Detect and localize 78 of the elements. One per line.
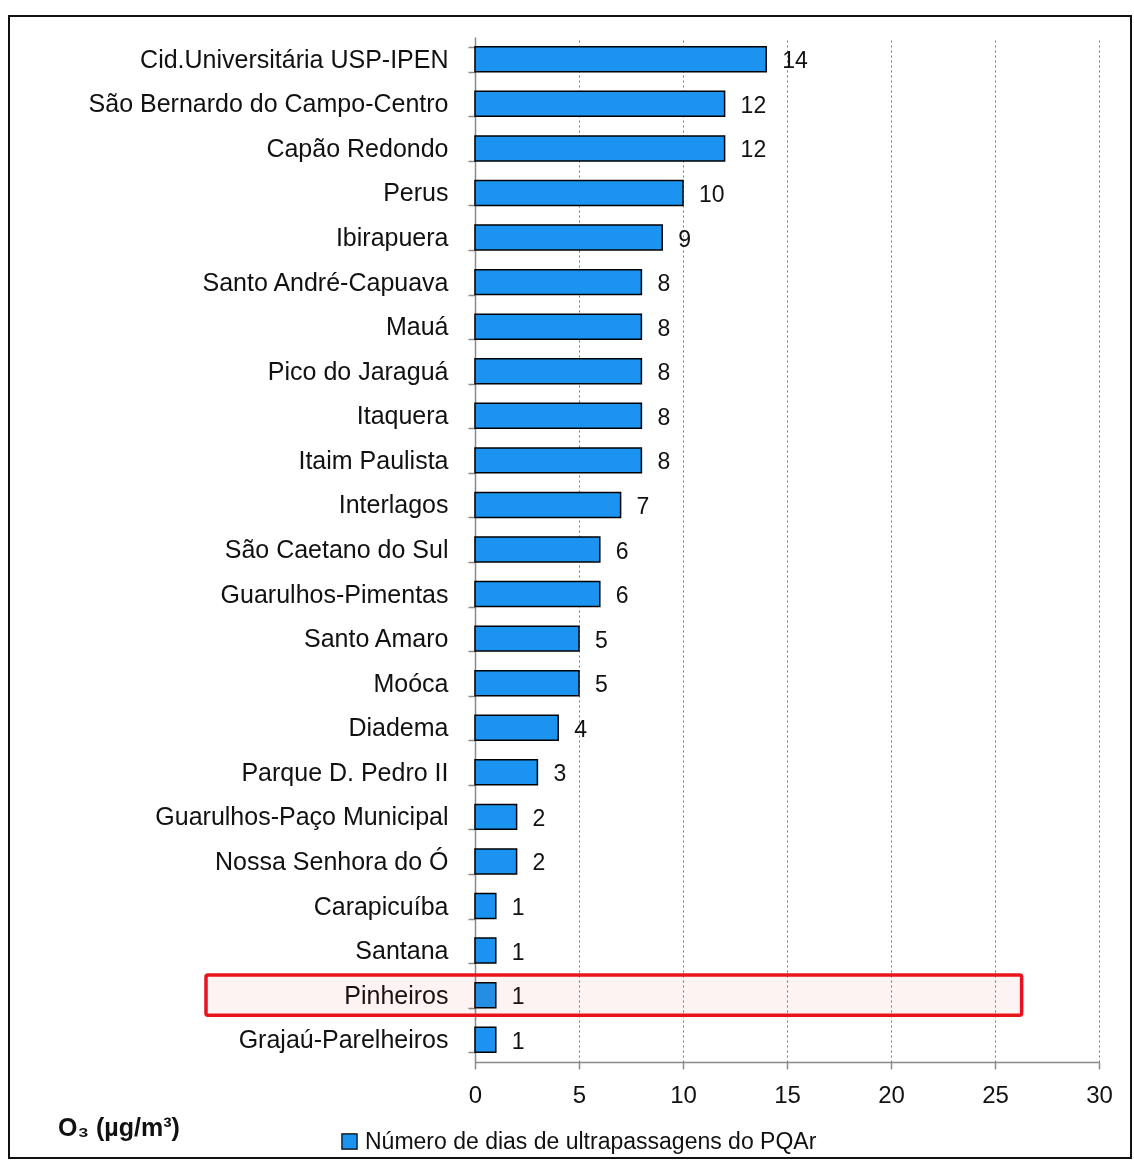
data-label: 14: [782, 47, 808, 74]
data-label: 1: [511, 983, 525, 1010]
y-tick-label: Pinheiros: [344, 980, 449, 1009]
data-label: 8: [657, 403, 671, 430]
bar: [474, 714, 559, 741]
y-tick-label: Guarulhos-Paço Municipal: [155, 802, 449, 831]
data-label: 3: [553, 760, 567, 787]
data-label: 1: [511, 894, 525, 921]
bar: [474, 313, 643, 340]
x-tick-label: 20: [878, 1080, 905, 1108]
y-tick-label: Itaim Paulista: [298, 445, 449, 474]
bar: [474, 402, 643, 430]
y-tick-label: Carapicuíba: [313, 891, 449, 920]
data-label: 6: [615, 582, 629, 609]
x-tick-label: 15: [774, 1080, 801, 1108]
bar: [474, 447, 643, 474]
y-tick-label: Santo Amaro: [303, 624, 449, 653]
legend-label: Número de dias de ultrapassagens do PQAr: [365, 1127, 817, 1154]
bar: [474, 625, 580, 652]
bar: [474, 580, 601, 608]
bar: [474, 937, 497, 964]
data-label: 12: [740, 136, 767, 163]
bar: [474, 268, 643, 296]
y-tick-label: Santana: [355, 936, 449, 965]
y-tick-label: Grajaú-Parelheiros: [238, 1025, 449, 1054]
y-tick-label: Parque D. Pedro II: [241, 757, 449, 786]
data-label: 4: [574, 715, 588, 742]
bar: [474, 848, 518, 875]
bar: [474, 1026, 497, 1053]
y-tick-label: São Caetano do Sul: [224, 535, 449, 563]
y-tick-label: Guarulhos-Pimentas: [220, 579, 449, 608]
data-label: 8: [657, 314, 671, 341]
data-label: 8: [657, 448, 671, 475]
data-label: 8: [657, 270, 671, 297]
bar: [474, 224, 663, 251]
bar: [474, 179, 684, 207]
bar: [474, 803, 518, 831]
data-label: 10: [699, 180, 725, 207]
data-label: 2: [532, 849, 546, 876]
y-tick-label: São Bernardo do Campo-Centro: [88, 89, 449, 118]
data-label: 1: [511, 1027, 525, 1054]
y-tick-label: Diadema: [348, 713, 449, 742]
data-label: 9: [678, 225, 691, 252]
data-label: 5: [595, 626, 608, 653]
x-tick-label: 5: [572, 1080, 587, 1108]
y-tick-label: Ibirapuera: [335, 223, 449, 252]
data-label: 7: [636, 492, 650, 519]
data-label: 1: [511, 938, 525, 965]
bar: [474, 135, 726, 162]
y-tick-label: Itaquera: [356, 401, 449, 430]
y-tick-label: Nossa Senhora do Ó: [215, 846, 449, 875]
y-tick-label: Interlagos: [338, 490, 449, 519]
y-tick-label: Perus: [383, 178, 449, 207]
y-tick-label: Capão Redondo: [266, 133, 449, 162]
bar: [474, 759, 539, 786]
y-tick-label: Mauá: [385, 312, 449, 341]
bar: [474, 669, 580, 697]
bar: [474, 358, 643, 385]
bar: [474, 892, 497, 920]
bar: [474, 981, 497, 1009]
bar: [474, 90, 726, 118]
x-tick-label: 25: [982, 1080, 1009, 1108]
bar: [474, 536, 601, 563]
y-tick-label: Cid.Universitária USP-IPEN: [140, 44, 449, 73]
y-tick-label: Santo André-Capuava: [202, 267, 449, 296]
data-label: 6: [615, 537, 629, 564]
data-label: 5: [595, 671, 608, 698]
bar: [474, 491, 622, 519]
y-tick-label: Moóca: [373, 668, 449, 697]
data-label: 8: [657, 359, 671, 386]
data-label: 12: [740, 91, 767, 118]
x-tick-label: 10: [670, 1080, 697, 1108]
bar: [474, 46, 767, 73]
x-tick-label: 0: [468, 1080, 483, 1108]
y-tick-label: Pico do Jaraguá: [267, 356, 449, 385]
x-tick-label: 30: [1086, 1080, 1113, 1108]
data-label: 2: [532, 804, 546, 831]
text: O₃ (µg/m³): [58, 1113, 180, 1141]
